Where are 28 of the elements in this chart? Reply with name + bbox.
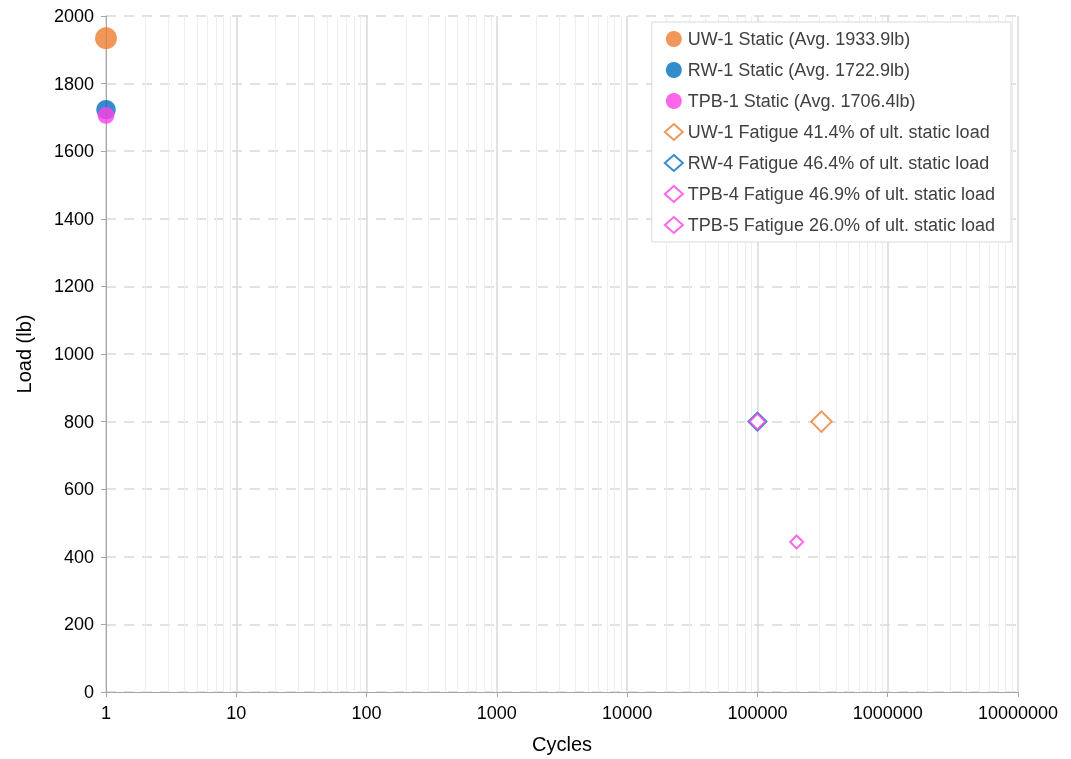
legend-label: TPB-4 Fatigue 46.9% of ult. static load — [687, 184, 996, 204]
y-tick-label: 0 — [83, 682, 94, 702]
y-axis-title: Load (lb) — [13, 314, 35, 394]
y-tick-label: 200 — [63, 614, 94, 635]
legend-label: TPB-5 Fatigue 26.0% of ult. static load — [687, 215, 996, 235]
y-tick-label: 2000 — [53, 6, 94, 26]
x-tick-label: 10 — [226, 703, 247, 723]
y-tick-label: 1200 — [53, 276, 94, 297]
x-tick-label: 1 — [100, 703, 112, 723]
x-tick-label: 100 — [351, 703, 382, 723]
y-tick-label: 1600 — [53, 141, 94, 162]
x-tick-label: 10000 — [602, 703, 653, 723]
y-tick-label: 1000 — [53, 344, 94, 364]
legend-label: RW-4 Fatigue 46.4% of ult. static load — [687, 153, 990, 173]
legend-label: TPB-1 Static (Avg. 1706.4lb) — [687, 91, 916, 111]
legend-label: RW-1 Static (Avg. 1722.9lb) — [687, 60, 910, 80]
y-tick-label: 400 — [63, 546, 94, 567]
y-tick-label: 800 — [63, 411, 94, 432]
legend-label: UW-1 Fatigue 41.4% of ult. static load — [687, 122, 990, 142]
x-axis-title: Cycles — [531, 733, 593, 755]
legend-label: UW-1 Static (Avg. 1933.9lb) — [687, 29, 911, 49]
x-tick-label: 1000 — [476, 703, 517, 723]
x-tick-label: 100000 — [727, 703, 788, 723]
x-tick-label: 1000000 — [852, 703, 923, 723]
y-tick-label: 1800 — [53, 73, 94, 94]
y-tick-label: 1400 — [53, 208, 94, 229]
x-tick-label: 10000000 — [977, 703, 1059, 723]
y-tick-label: 600 — [63, 479, 94, 500]
